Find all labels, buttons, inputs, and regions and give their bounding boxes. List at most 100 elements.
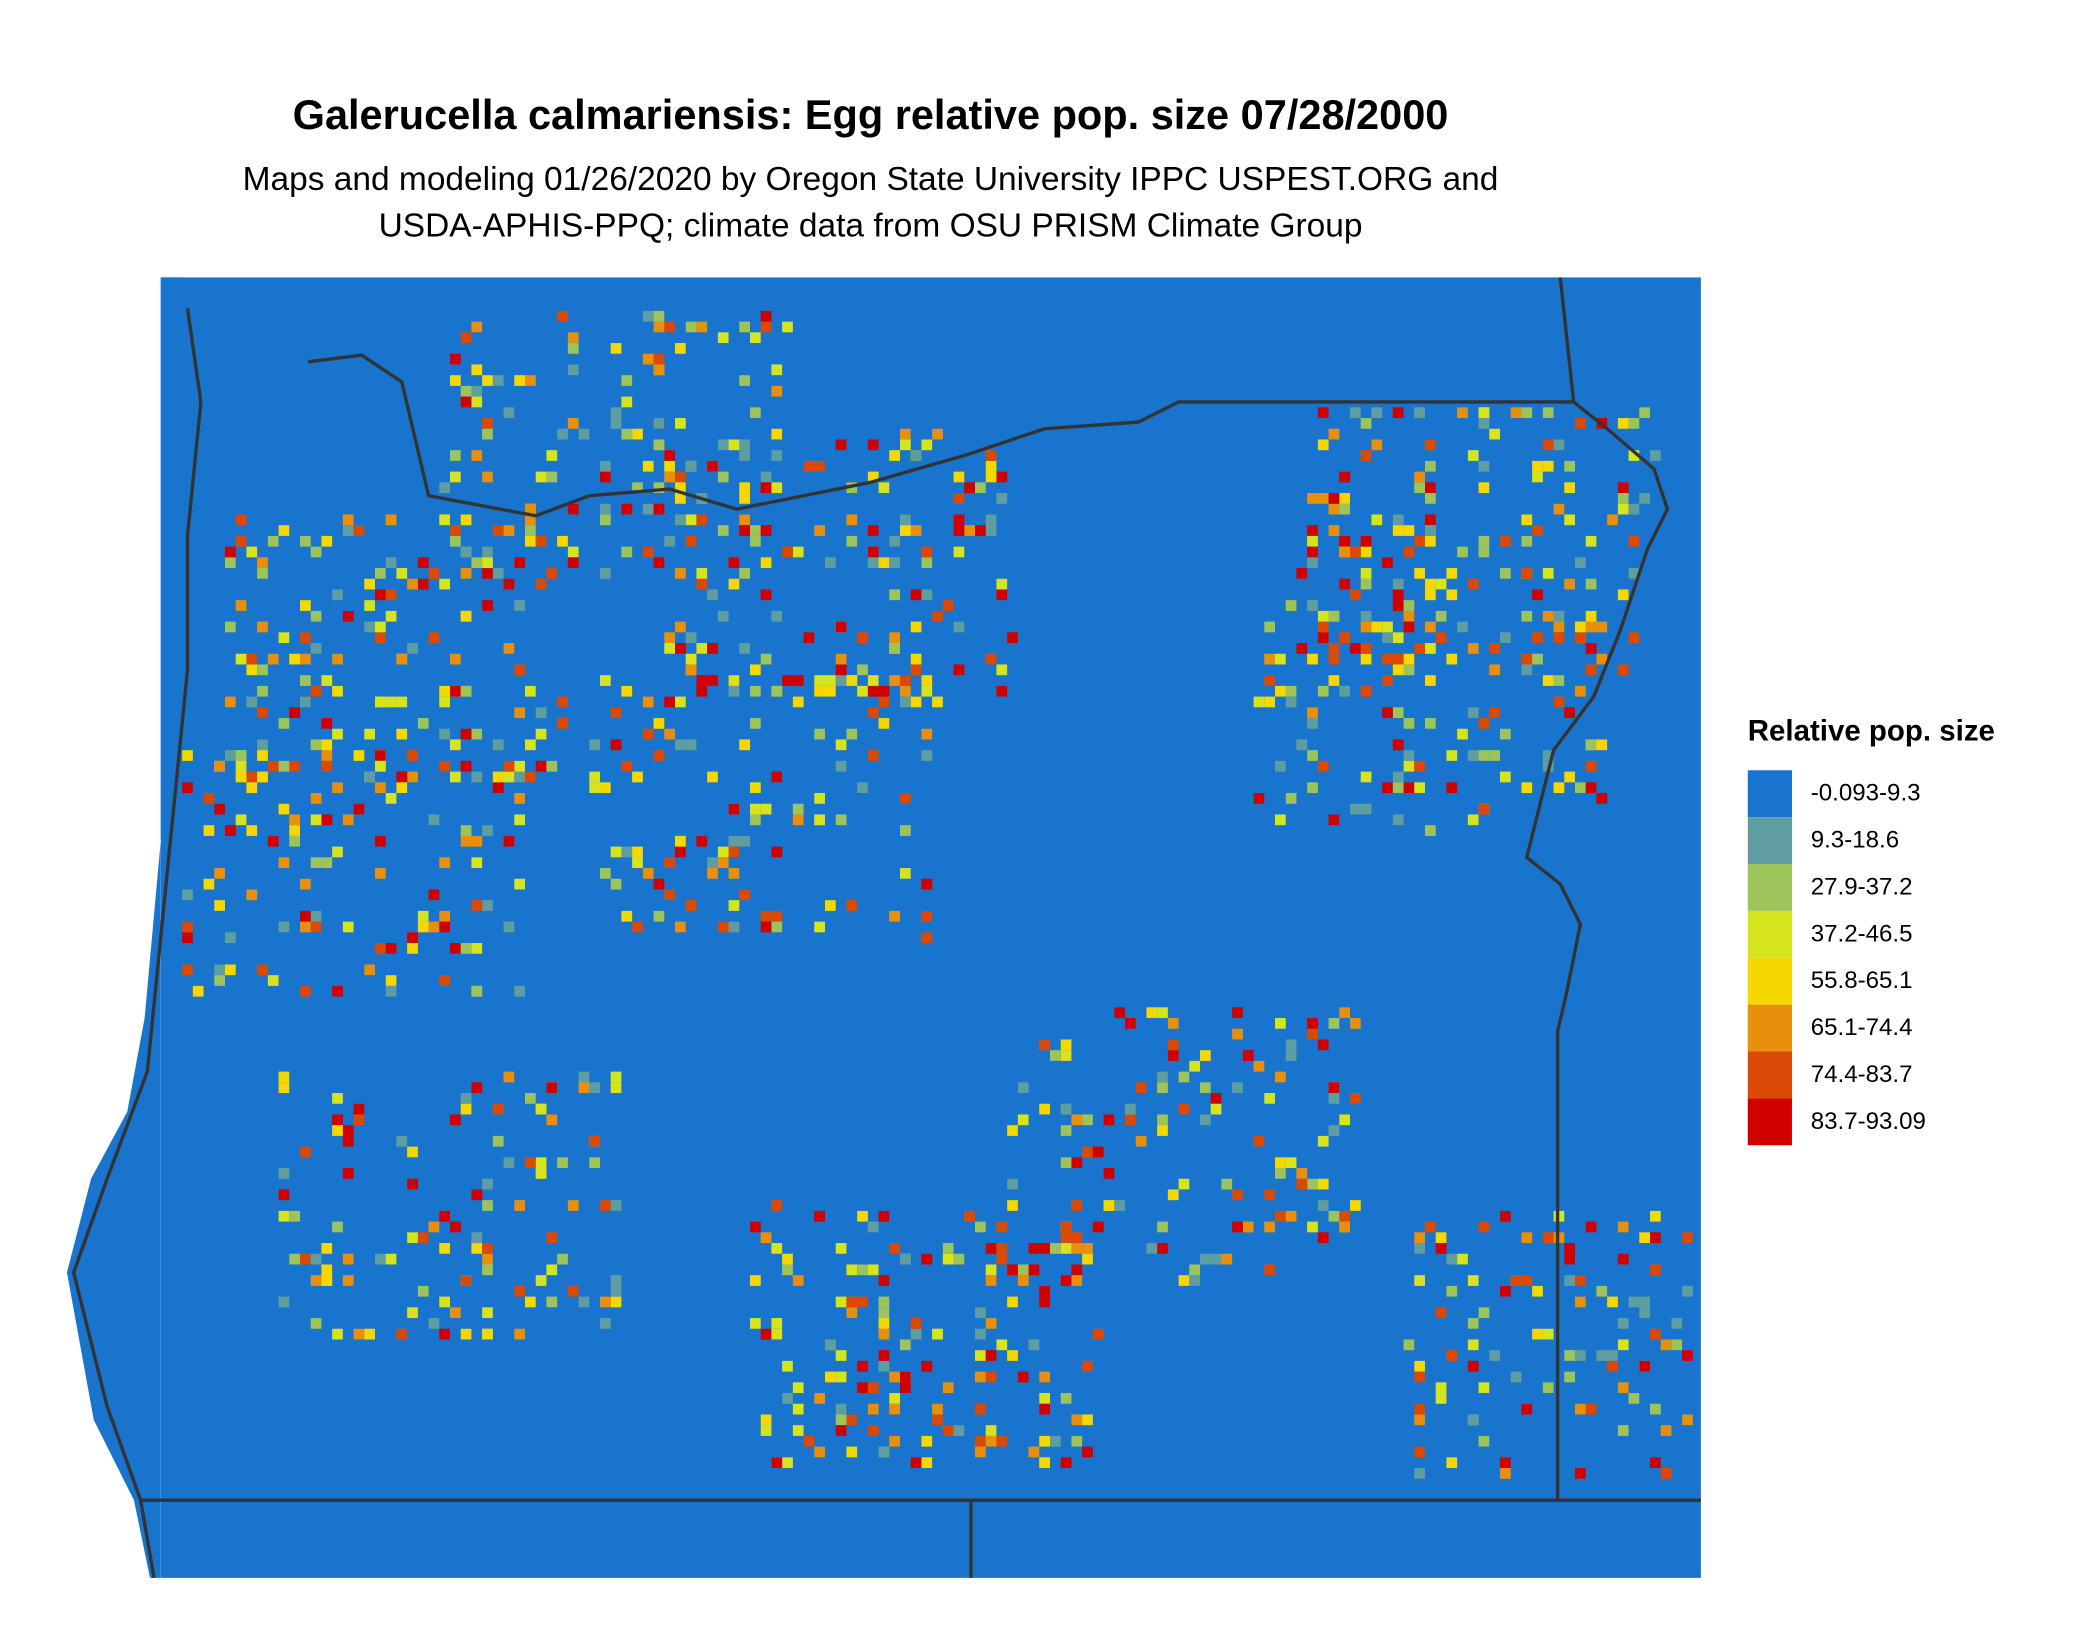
map-cell (889, 643, 900, 654)
map-cell (514, 557, 525, 569)
map-cell (921, 685, 933, 697)
map-cell (342, 1125, 354, 1136)
map-cell (300, 1253, 311, 1265)
map-cell (664, 450, 675, 461)
map-cell (739, 835, 750, 847)
map-cell (310, 610, 322, 622)
map-cell (1296, 739, 1308, 751)
map-cell (1371, 621, 1383, 633)
map-cell (321, 718, 333, 729)
map-cell (375, 943, 386, 954)
map-cell (1435, 1243, 1447, 1254)
map-cell (653, 503, 665, 515)
map-cell (439, 921, 450, 933)
map-cell (717, 846, 729, 858)
map-cell (1275, 814, 1286, 826)
map-cell (310, 546, 322, 558)
map-cell (985, 1435, 997, 1447)
map-cell (246, 825, 258, 836)
map-cell (1264, 1264, 1275, 1276)
map-cell (471, 943, 483, 954)
map-cell (482, 471, 493, 483)
map-cell (1521, 514, 1533, 526)
map-cell (492, 739, 504, 751)
map-cell (717, 439, 729, 451)
map-cell (910, 525, 922, 536)
map-cell (1082, 1146, 1093, 1158)
map-cell (889, 535, 900, 547)
map-cell (482, 900, 493, 911)
map-cell (600, 1318, 611, 1329)
map-cell (1071, 1232, 1083, 1244)
map-cell (1639, 493, 1650, 504)
map-cell (792, 803, 804, 815)
map-cell (1092, 1146, 1104, 1158)
map-cell (1253, 1060, 1265, 1072)
map-cell (332, 782, 343, 794)
map-cell (1307, 1028, 1318, 1040)
map-cell (589, 1082, 600, 1094)
map-cell (750, 525, 761, 536)
map-cell (985, 1275, 997, 1286)
map-cell (482, 1328, 493, 1340)
map-cell (1650, 1232, 1661, 1244)
map-cell (728, 900, 740, 911)
map-cell (1575, 1296, 1586, 1308)
map-cell (310, 910, 322, 922)
map-cell (1596, 1350, 1608, 1361)
map-cell (1650, 1264, 1661, 1276)
map-cell (750, 1275, 761, 1286)
map-cell (289, 1210, 300, 1222)
map-cell (696, 321, 708, 333)
map-cell (1435, 1307, 1447, 1319)
map-cell (1671, 1339, 1683, 1351)
map-cell (942, 1243, 954, 1254)
map-cell (739, 514, 750, 526)
map-cell (289, 653, 300, 665)
map-cell (407, 750, 418, 761)
map-cell (771, 610, 783, 622)
map-cell (728, 803, 740, 815)
map-cell (1628, 503, 1640, 515)
map-cell (739, 525, 750, 536)
map-cell (610, 1200, 622, 1211)
map-cell (953, 1253, 965, 1265)
map-cell (1457, 621, 1468, 633)
map-cell (867, 750, 879, 761)
map-cell (450, 525, 461, 536)
map-cell (782, 1360, 793, 1372)
map-cell (1339, 493, 1350, 504)
map-cell (942, 600, 954, 611)
map-cell (857, 632, 868, 644)
map-cell (1007, 1125, 1018, 1136)
map-cell (664, 696, 675, 708)
map-cell (600, 675, 611, 686)
map-cell (1339, 471, 1350, 483)
map-cell (364, 1328, 375, 1340)
map-cell (642, 503, 654, 515)
map-cell (1200, 1082, 1211, 1094)
map-cell (1467, 707, 1479, 719)
map-cell (1425, 589, 1436, 601)
map-cell (300, 985, 311, 997)
map-cell (225, 964, 236, 976)
map-cell (1350, 1018, 1361, 1029)
map-cell (1585, 610, 1597, 622)
map-cell (600, 503, 611, 515)
map-cell (675, 621, 686, 633)
map-cell (664, 632, 675, 644)
map-cell (857, 782, 868, 794)
map-cell (1060, 1275, 1072, 1286)
map-cell (1328, 503, 1340, 515)
map-cell (1242, 1221, 1254, 1233)
legend-swatch (1747, 1004, 1792, 1052)
map-cell (246, 653, 258, 665)
map-cell (1575, 782, 1586, 794)
map-cell (878, 557, 890, 569)
map-cell (1532, 1328, 1543, 1340)
map-cell (878, 1210, 890, 1222)
map-cell (246, 696, 258, 708)
map-cell (1628, 418, 1640, 429)
map-cell (460, 385, 472, 397)
map-cell (1189, 1060, 1200, 1072)
